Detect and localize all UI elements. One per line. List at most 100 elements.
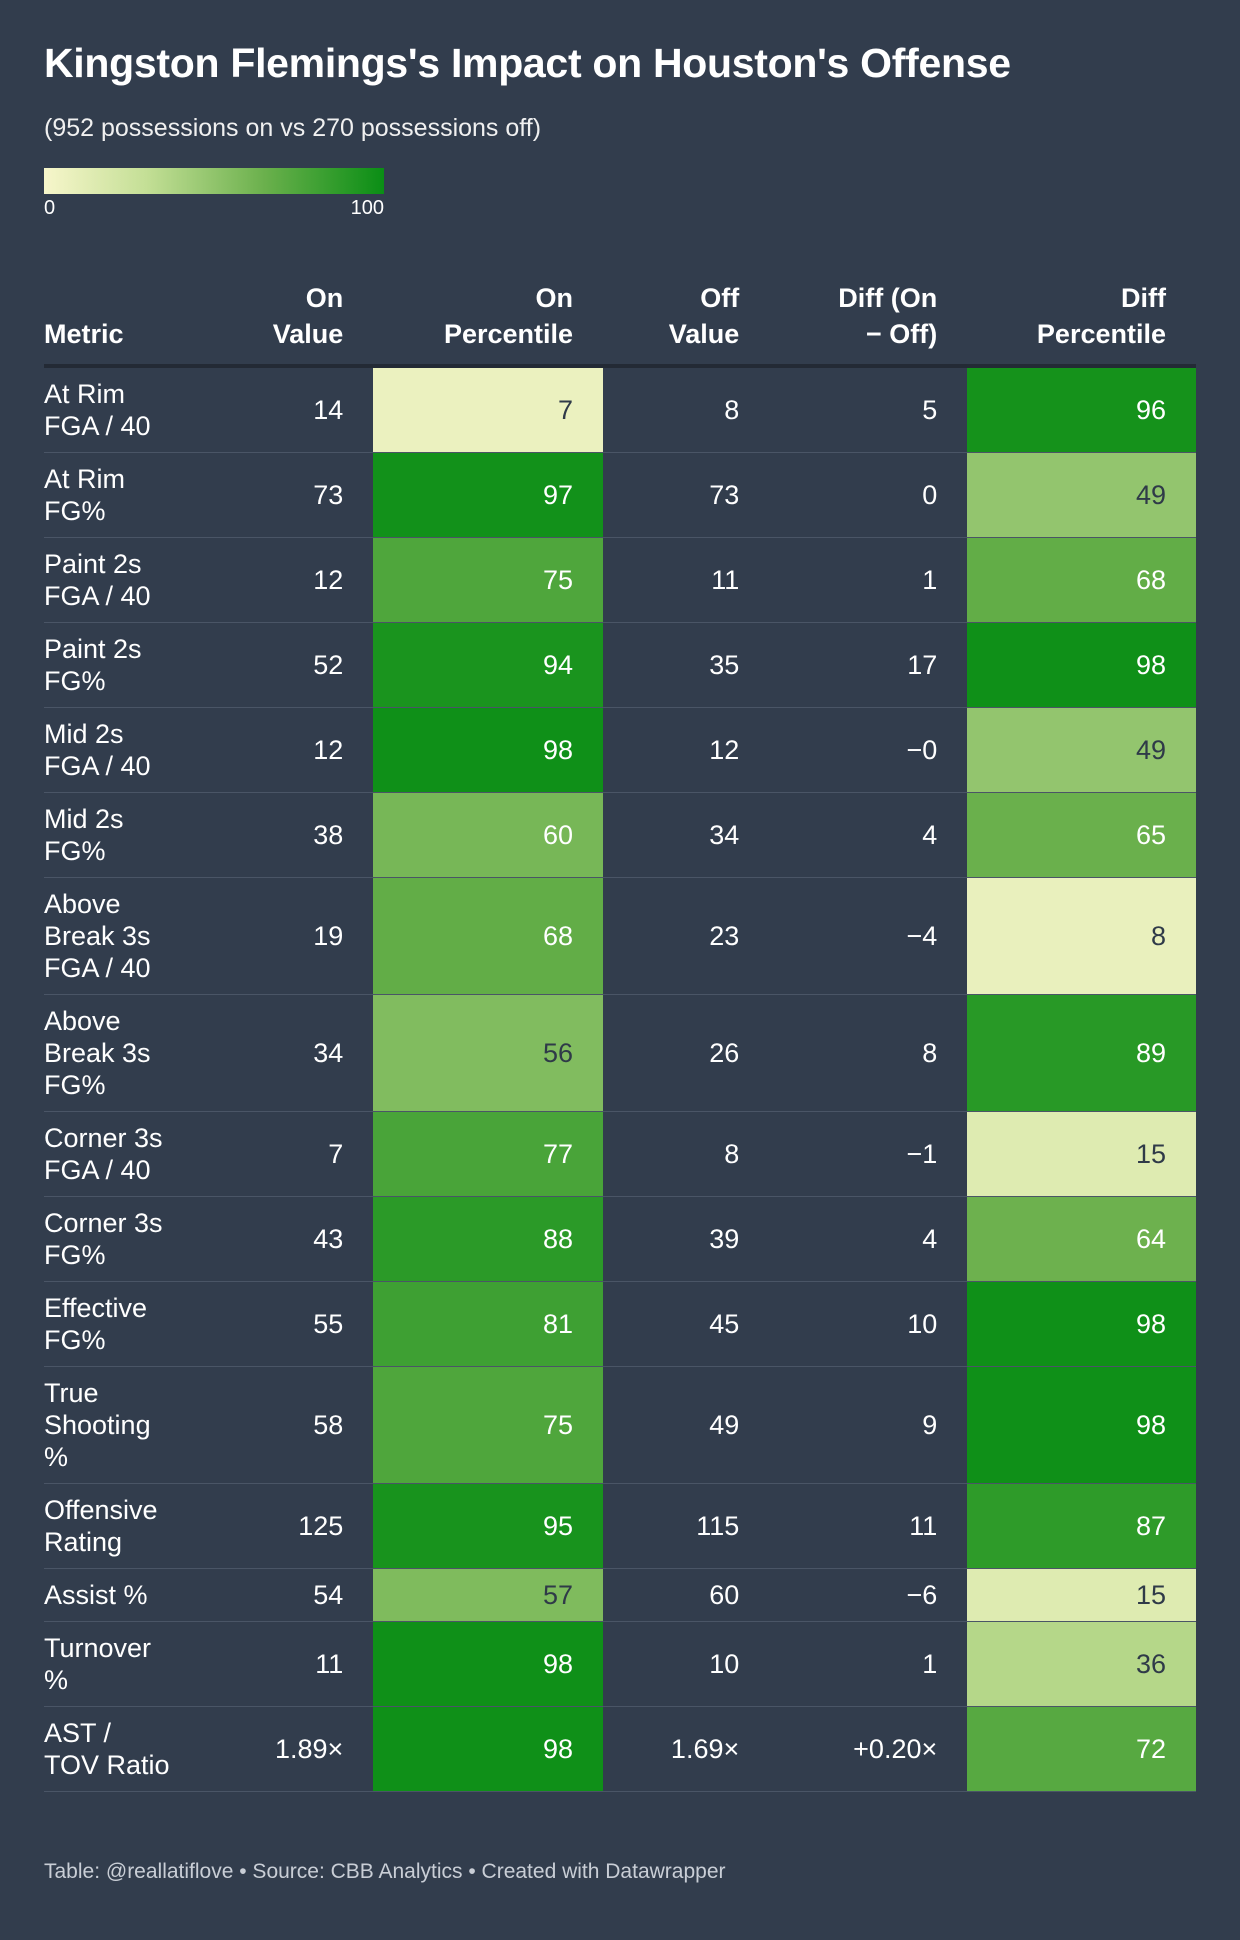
diff-cell: −1 — [769, 1111, 968, 1197]
diff-cell: −0 — [769, 707, 968, 793]
on-percentile-cell: 7 — [373, 366, 604, 453]
metric-cell: Paint 2s FG% — [44, 622, 256, 708]
metric-cell: Above Break 3s FGA / 40 — [44, 877, 256, 995]
table-row: Paint 2s FG% 52 94 35 17 98 — [44, 622, 1196, 708]
diff-percentile-cell: 89 — [967, 994, 1196, 1112]
on-value-cell: 12 — [255, 707, 374, 793]
table-row: AST / TOV Ratio 1.89× 98 1.69× +0.20× 72 — [44, 1706, 1196, 1792]
diff-cell: −6 — [769, 1568, 968, 1622]
on-percentile-cell: 77 — [373, 1111, 604, 1197]
off-value-cell: 45 — [603, 1281, 770, 1367]
on-percentile-cell: 60 — [373, 792, 604, 878]
legend-min-label: 0 — [44, 197, 56, 219]
diff-percentile-cell: 87 — [967, 1483, 1196, 1569]
diff-percentile-cell: 15 — [967, 1111, 1196, 1197]
on-percentile-cell: 95 — [373, 1483, 604, 1569]
table-row: Above Break 3s FGA / 40 19 68 23 −4 8 — [44, 877, 1196, 995]
diff-cell: 4 — [769, 792, 968, 878]
diff-percentile-cell: 49 — [967, 452, 1196, 538]
table-row: Mid 2s FGA / 40 12 98 12 −0 49 — [44, 707, 1196, 793]
off-value-cell: 39 — [603, 1196, 770, 1282]
on-percentile-cell: 98 — [373, 1621, 604, 1707]
diff-percentile-cell: 72 — [967, 1706, 1196, 1792]
diff-percentile-cell: 98 — [967, 1366, 1196, 1484]
diff-cell: 0 — [769, 452, 968, 538]
off-value-cell: 35 — [603, 622, 770, 708]
off-value-cell: 26 — [603, 994, 770, 1112]
off-value-cell: 115 — [603, 1483, 770, 1569]
table-row: Offensive Rating 125 95 115 11 87 — [44, 1483, 1196, 1569]
col-header-off-value[interactable]: Off Value — [603, 270, 770, 368]
table-row: Corner 3s FGA / 40 7 77 8 −1 15 — [44, 1111, 1196, 1197]
on-value-cell: 38 — [255, 792, 374, 878]
metric-cell: Corner 3s FGA / 40 — [44, 1111, 256, 1197]
col-header-diff[interactable]: Diff (On − Off) — [769, 270, 968, 368]
table-header: Metric On Value On Percentile Off Value Dif… — [44, 270, 1196, 368]
color-legend: 0 100 — [44, 168, 384, 223]
metrics-table: Metric On Value On Percentile Off Value Dif… — [44, 270, 1196, 1792]
table-row: Above Break 3s FG% 34 56 26 8 89 — [44, 994, 1196, 1112]
diff-cell: 9 — [769, 1366, 968, 1484]
on-percentile-cell: 75 — [373, 537, 604, 623]
off-value-cell: 10 — [603, 1621, 770, 1707]
diff-percentile-cell: 8 — [967, 877, 1196, 995]
col-header-on-value[interactable]: On Value — [255, 270, 374, 368]
table-row: Turnover% 11 98 10 1 36 — [44, 1621, 1196, 1707]
footer-credits: Table: @reallatiflove • Source: CBB Anal… — [44, 1860, 726, 1883]
off-value-cell: 73 — [603, 452, 770, 538]
diff-cell: +0.20× — [769, 1706, 968, 1792]
on-value-cell: 14 — [255, 366, 374, 453]
on-percentile-cell: 98 — [373, 1706, 604, 1792]
on-value-cell: 34 — [255, 994, 374, 1112]
on-percentile-cell: 98 — [373, 707, 604, 793]
col-header-metric[interactable]: Metric — [44, 270, 256, 368]
diff-cell: −4 — [769, 877, 968, 995]
on-value-cell: 125 — [255, 1483, 374, 1569]
off-value-cell: 60 — [603, 1568, 770, 1622]
on-value-cell: 58 — [255, 1366, 374, 1484]
table-body: At Rim FGA / 40 14 7 8 5 96 At Rim FG% 73 97 73 0 49 P… — [44, 366, 1196, 1792]
on-value-cell: 43 — [255, 1196, 374, 1282]
table-row: At Rim FGA / 40 14 7 8 5 96 — [44, 366, 1196, 453]
diff-percentile-cell: 64 — [967, 1196, 1196, 1282]
metric-cell: Paint 2s FGA / 40 — [44, 537, 256, 623]
table-row: Mid 2s FG% 38 60 34 4 65 — [44, 792, 1196, 878]
off-value-cell: 8 — [603, 366, 770, 453]
on-value-cell: 54 — [255, 1568, 374, 1622]
table-row: At Rim FG% 73 97 73 0 49 — [44, 452, 1196, 538]
metric-cell: Assist % — [44, 1568, 256, 1622]
diff-percentile-cell: 96 — [967, 366, 1196, 453]
legend-gradient-bar — [44, 168, 384, 194]
col-header-diff-percentile[interactable]: Diff Percentile — [967, 270, 1196, 368]
diff-cell: 11 — [769, 1483, 968, 1569]
table-row: True Shooting% 58 75 49 9 98 — [44, 1366, 1196, 1484]
metric-cell: Turnover% — [44, 1621, 256, 1707]
metric-cell: Mid 2s FG% — [44, 792, 256, 878]
metric-cell: True Shooting% — [44, 1366, 256, 1484]
on-percentile-cell: 97 — [373, 452, 604, 538]
off-value-cell: 1.69× — [603, 1706, 770, 1792]
metric-cell: AST / TOV Ratio — [44, 1706, 256, 1792]
diff-cell: 1 — [769, 537, 968, 623]
diff-cell: 4 — [769, 1196, 968, 1282]
metric-cell: Offensive Rating — [44, 1483, 256, 1569]
on-value-cell: 12 — [255, 537, 374, 623]
metric-cell: At Rim FGA / 40 — [44, 366, 256, 453]
table-row: Effective FG% 55 81 45 10 98 — [44, 1281, 1196, 1367]
col-header-on-percentile[interactable]: On Percentile — [373, 270, 604, 368]
on-percentile-cell: 57 — [373, 1568, 604, 1622]
table-row: Corner 3s FG% 43 88 39 4 64 — [44, 1196, 1196, 1282]
table-row: Assist % 54 57 60 −6 15 — [44, 1568, 1196, 1622]
diff-cell: 8 — [769, 994, 968, 1112]
on-value-cell: 11 — [255, 1621, 374, 1707]
on-percentile-cell: 68 — [373, 877, 604, 995]
diff-percentile-cell: 49 — [967, 707, 1196, 793]
off-value-cell: 11 — [603, 537, 770, 623]
chart-subtitle: (952 possessions on vs 270 possessions o… — [44, 114, 542, 142]
on-value-cell: 73 — [255, 452, 374, 538]
on-percentile-cell: 81 — [373, 1281, 604, 1367]
metric-cell: At Rim FG% — [44, 452, 256, 538]
metric-cell: Above Break 3s FG% — [44, 994, 256, 1112]
chart-title: Kingston Flemings's Impact on Houston's … — [44, 40, 1011, 86]
diff-percentile-cell: 98 — [967, 1281, 1196, 1367]
